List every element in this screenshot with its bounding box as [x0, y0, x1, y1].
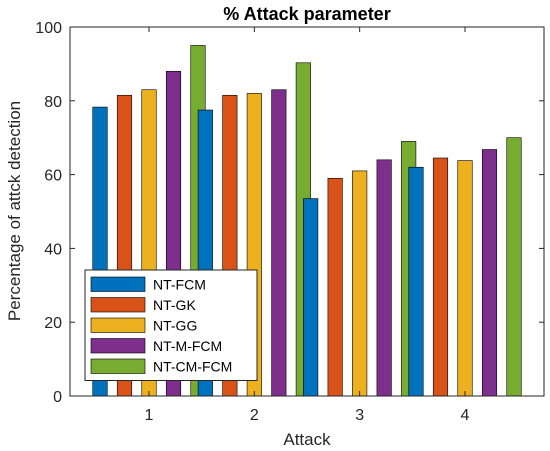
bar-nt-m-fcm-2	[271, 89, 287, 397]
legend-label-nt-cm-fcm: NT-CM-FCM	[153, 359, 232, 375]
legend-swatch-nt-gk	[90, 297, 146, 313]
legend-label-nt-gg: NT-GG	[153, 318, 197, 334]
y-tick-label: 60	[44, 168, 62, 185]
bar-nt-m-fcm-3	[376, 159, 392, 397]
bar-nt-fcm-4	[408, 166, 424, 397]
chart-title: % Attack parameter	[223, 4, 390, 24]
bar-nt-fcm-3	[303, 198, 319, 397]
x-tick-label: 1	[145, 407, 154, 424]
bar-nt-gg-4	[457, 160, 473, 397]
legend-swatch-nt-fcm	[90, 276, 146, 292]
legend-label-nt-fcm: NT-FCM	[153, 277, 206, 293]
y-tick-label: 100	[35, 20, 62, 37]
bar-nt-gg-3	[352, 170, 368, 397]
y-axis-label: Percentage of attck detection	[5, 101, 24, 321]
legend-swatch-nt-gg	[90, 317, 146, 333]
y-tick-label: 80	[44, 94, 62, 111]
x-axis-label: Attack	[283, 430, 331, 449]
x-axis-ticks: 1 2 3 4	[145, 27, 470, 424]
bar-nt-m-fcm-4	[481, 149, 498, 397]
bar-nt-gk-4	[432, 157, 449, 397]
bar-nt-cm-fcm-4	[506, 137, 522, 397]
x-tick-label: 3	[355, 407, 364, 424]
y-axis-ticks: 0 20 40 60 80 100	[35, 20, 544, 406]
bar-nt-gk-3	[327, 177, 343, 397]
y-tick-label: 40	[44, 241, 62, 258]
x-tick-label: 2	[250, 407, 259, 424]
y-tick-label: 0	[53, 389, 62, 406]
legend-label-nt-gk: NT-GK	[153, 297, 196, 313]
x-tick-label: 4	[461, 407, 470, 424]
legend-label-nt-m-fcm: NT-M-FCM	[153, 338, 222, 354]
legend-swatch-nt-cm-fcm	[90, 358, 146, 374]
plot-frame	[69, 26, 545, 397]
y-tick-label: 20	[44, 315, 62, 332]
legend-swatch-nt-m-fcm	[90, 338, 146, 354]
legend: NT-FCM NT-GK NT-GG NT-M-FCM NT-CM-FCM	[84, 269, 258, 381]
